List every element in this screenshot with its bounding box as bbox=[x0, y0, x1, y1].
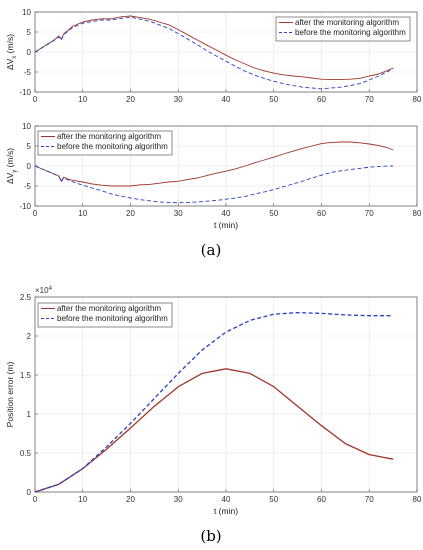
x-axis-label: t (min) bbox=[214, 506, 238, 516]
x-tick-label: 50 bbox=[269, 495, 278, 504]
x-tick-label: 60 bbox=[317, 495, 326, 504]
y-axis-label-main: ΔV bbox=[5, 172, 15, 184]
legend-label-after: after the monitoring algorithm bbox=[57, 132, 161, 141]
y-axis-label-subscript: x bbox=[12, 56, 18, 59]
y-tick-label: 10 bbox=[22, 8, 31, 17]
y-axis-label-main: Position error (m) bbox=[5, 362, 15, 428]
y-tick-label: 5 bbox=[27, 28, 32, 37]
x-tick-label: 10 bbox=[78, 209, 87, 218]
y-tick-label: 10 bbox=[22, 122, 31, 131]
series-line-after bbox=[34, 141, 394, 187]
y-tick-label: 1.5 bbox=[20, 371, 32, 380]
legend-box bbox=[37, 302, 173, 328]
x-tick-label: 40 bbox=[222, 495, 231, 504]
x-tick-label: 40 bbox=[222, 95, 231, 104]
x-axis-label: t (min) bbox=[214, 220, 238, 230]
x-tick-label: 10 bbox=[78, 95, 87, 104]
panel-label-a: (a) bbox=[201, 241, 222, 259]
series-line-before bbox=[34, 165, 394, 204]
x-tick-label: 30 bbox=[174, 209, 183, 218]
x-tick-label: 0 bbox=[33, 209, 38, 218]
series-line-after bbox=[34, 15, 394, 81]
y-tick-label: -10 bbox=[19, 88, 31, 97]
x-tick-label: 30 bbox=[174, 495, 183, 504]
axis-exponent-base: ×10 bbox=[35, 286, 49, 295]
y-axis-label-main: ΔV bbox=[5, 58, 15, 70]
y-tick-label: 0 bbox=[27, 48, 32, 57]
plot-frame bbox=[34, 296, 418, 493]
x-tick-label: 0 bbox=[33, 495, 38, 504]
x-tick-label: 10 bbox=[78, 495, 87, 504]
x-tick-label: 20 bbox=[126, 495, 135, 504]
y-tick-label: -10 bbox=[19, 202, 31, 211]
chart-vy: 0 10 20 30 40 50 60 70 80 -10 -5 0 5 10 t (min) ΔVy (m/… bbox=[5, 122, 422, 230]
axis-exponent-power: 4 bbox=[49, 286, 53, 292]
legend-label-after: after the monitoring algorithm bbox=[57, 304, 161, 313]
x-tick-label: 50 bbox=[269, 209, 278, 218]
x-tick-label: 20 bbox=[126, 95, 135, 104]
y-tick-label: 1 bbox=[27, 410, 32, 419]
y-tick-label: 5 bbox=[27, 142, 32, 151]
x-tick-label: 20 bbox=[126, 209, 135, 218]
y-axis-label-subscript: y bbox=[12, 170, 18, 173]
chart-pos: 0 10 20 30 40 50 60 70 80 0 0.5 1 1.5 2 2.5 t (min) Posi… bbox=[5, 286, 422, 516]
legend-label-after: after the monitoring algorithm bbox=[295, 18, 399, 27]
x-tick-label: 0 bbox=[33, 95, 38, 104]
x-tick-label: 80 bbox=[413, 495, 422, 504]
y-tick-label: 2 bbox=[27, 332, 32, 341]
x-tick-label: 80 bbox=[413, 209, 422, 218]
y-tick-label: 0.5 bbox=[20, 449, 32, 458]
panel-label-b: (b) bbox=[200, 527, 221, 545]
x-tick-label: 70 bbox=[365, 209, 374, 218]
chart-vx: 0 10 20 30 40 50 60 70 80 -10 -5 0 5 10 ΔVx (m/s) after… bbox=[5, 8, 422, 104]
axis-exponent-label: ×104 bbox=[35, 286, 53, 295]
y-axis-label: ΔVx (m/s) bbox=[5, 34, 18, 70]
y-axis-label: ΔVy (m/s) bbox=[5, 148, 18, 184]
y-axis-label-unit: (m/s) bbox=[5, 34, 15, 56]
y-tick-label: -5 bbox=[24, 182, 32, 191]
x-tick-label: 50 bbox=[269, 95, 278, 104]
y-tick-label: 2.5 bbox=[20, 293, 32, 302]
series-line-before bbox=[34, 16, 394, 90]
x-tick-label: 60 bbox=[317, 209, 326, 218]
series-line-after bbox=[34, 368, 394, 493]
legend-label-before: before the monitoring algorithm bbox=[57, 142, 168, 151]
y-axis-label-unit: (m/s) bbox=[5, 148, 15, 170]
x-tick-label: 70 bbox=[365, 95, 374, 104]
x-tick-label: 80 bbox=[413, 95, 422, 104]
legend-label-before: before the monitoring algorithm bbox=[295, 28, 406, 37]
x-tick-label: 40 bbox=[222, 209, 231, 218]
legend-label-before: before the monitoring algorithm bbox=[57, 314, 168, 323]
legend-box bbox=[275, 16, 411, 42]
x-tick-label: 60 bbox=[317, 95, 326, 104]
x-tick-label: 70 bbox=[365, 495, 374, 504]
y-tick-label: -5 bbox=[24, 68, 32, 77]
y-axis-label: Position error (m) bbox=[5, 362, 15, 428]
x-tick-label: 30 bbox=[174, 95, 183, 104]
series-line-before bbox=[34, 311, 394, 493]
y-tick-label: 0 bbox=[27, 488, 32, 497]
legend-box bbox=[37, 130, 173, 156]
y-tick-label: 0 bbox=[27, 162, 32, 171]
